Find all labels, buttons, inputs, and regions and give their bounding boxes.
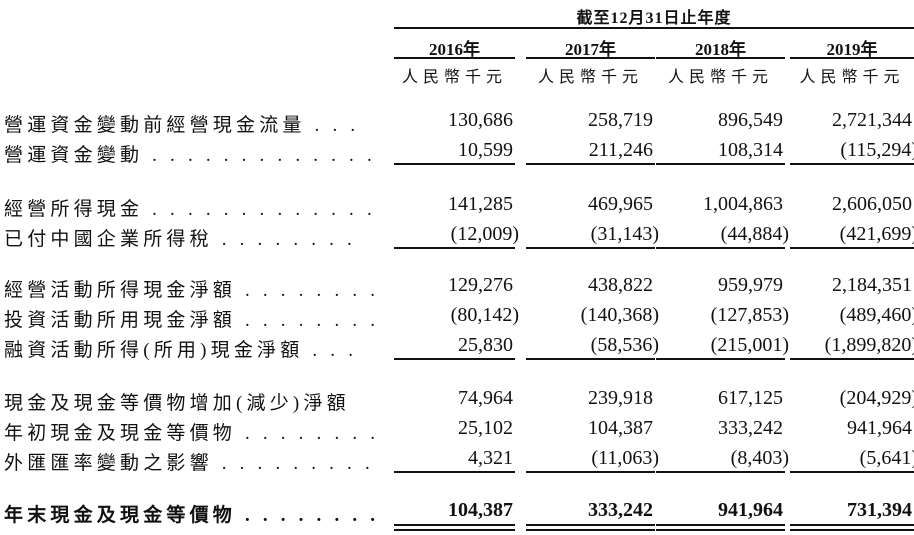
row-value: (115,294) (840, 139, 914, 161)
row-label: 經營活動所得現金淨額 . . . . . . . . (4, 280, 380, 301)
row-label: 現金及現金等價物增加(減少)淨額 (4, 393, 350, 414)
row-label: 經營所得現金 . . . . . . . . . . . . . (4, 199, 376, 220)
subtotal-rule (394, 163, 515, 165)
row-value: 211,246 (588, 139, 653, 161)
row-value: (44,884) (720, 223, 789, 245)
subtotal-rule (656, 247, 785, 249)
subtotal-rule (656, 471, 785, 473)
total-double-rule (394, 524, 515, 531)
row-value: 333,242 (588, 499, 653, 521)
row-value: 104,387 (588, 417, 653, 439)
total-double-rule (790, 524, 914, 531)
row-value: 239,918 (588, 387, 653, 409)
column-unit: 人民幣千元 (799, 69, 905, 86)
row-value: (204,929) (839, 387, 914, 409)
row-value: (421,699) (839, 223, 914, 245)
row-value: 108,314 (718, 139, 783, 161)
row-value: (5,641) (859, 447, 914, 469)
row-value: 333,242 (718, 417, 783, 439)
year-underline (790, 57, 914, 59)
row-value: 258,719 (588, 109, 653, 131)
row-label: 融資活動所得(所用)現金淨額 . . . (4, 340, 358, 361)
subtotal-rule (656, 163, 785, 165)
row-value: 4,321 (468, 447, 513, 469)
column-unit: 人民幣千元 (537, 69, 643, 86)
row-value: 129,276 (448, 274, 513, 296)
row-value: (489,460) (839, 304, 914, 326)
row-value: 959,979 (718, 274, 783, 296)
subtotal-rule (526, 358, 655, 360)
column-year: 2019年 (826, 40, 878, 59)
row-value: 2,184,351 (832, 274, 912, 296)
column-year: 2017年 (565, 40, 616, 59)
column-unit: 人民幣千元 (401, 69, 507, 86)
row-value: 2,606,050 (832, 193, 912, 215)
subtotal-rule (394, 247, 515, 249)
row-value: 896,549 (718, 109, 783, 131)
row-value: (215,001) (710, 334, 789, 356)
row-label: 營運資金變動 . . . . . . . . . . . . . (4, 145, 376, 166)
subtotal-rule (394, 358, 515, 360)
row-label: 投資活動所用現金淨額 . . . . . . . . (4, 310, 380, 331)
row-value: 1,004,863 (703, 193, 783, 215)
subtotal-rule (790, 163, 914, 165)
subtotal-rule (656, 358, 785, 360)
row-value: 25,830 (458, 334, 513, 356)
row-value: 104,387 (448, 499, 513, 521)
row-value: 469,965 (588, 193, 653, 215)
row-value: (58,536) (590, 334, 659, 356)
row-label: 年末現金及現金等價物 . . . . . . . . (4, 505, 380, 526)
row-value: (80,142) (450, 304, 519, 326)
row-value: (12,009) (450, 223, 519, 245)
row-value: 74,964 (458, 387, 513, 409)
total-double-rule (526, 524, 655, 531)
subtotal-rule (790, 471, 914, 473)
row-value: 2,721,344 (832, 109, 912, 131)
row-value: (8,403) (730, 447, 789, 469)
row-value: 10,599 (458, 139, 513, 161)
row-value: (140,368) (580, 304, 659, 326)
header-divider (394, 27, 914, 29)
row-label: 已付中國企業所得稅 . . . . . . . . (4, 229, 357, 250)
subtotal-rule (526, 471, 655, 473)
row-label: 外匯匯率變動之影響 . . . . . . . . . (4, 453, 374, 474)
column-year: 2018年 (695, 40, 746, 59)
row-value: (31,143) (590, 223, 659, 245)
subtotal-rule (394, 471, 515, 473)
period-heading: 截至12月31日止年度 (576, 10, 732, 27)
row-value: (127,853) (710, 304, 789, 326)
subtotal-rule (526, 247, 655, 249)
row-value: (11,063) (591, 447, 659, 469)
column-year: 2016年 (429, 40, 480, 59)
total-double-rule (656, 524, 785, 531)
subtotal-rule (790, 247, 914, 249)
row-label: 年初現金及現金等價物 . . . . . . . . (4, 423, 380, 444)
subtotal-rule (526, 163, 655, 165)
year-underline (656, 57, 785, 59)
row-value: 941,964 (718, 499, 783, 521)
row-value: 731,394 (847, 499, 912, 521)
row-value: 438,822 (588, 274, 653, 296)
year-underline (526, 57, 655, 59)
column-unit: 人民幣千元 (667, 69, 773, 86)
row-value: (1,899,820) (824, 334, 914, 356)
row-value: 130,686 (448, 109, 513, 131)
row-label: 營運資金變動前經營現金流量 . . . (4, 115, 360, 136)
subtotal-rule (790, 358, 914, 360)
row-value: 25,102 (458, 417, 513, 439)
row-value: 141,285 (448, 193, 513, 215)
row-value: 617,125 (718, 387, 783, 409)
row-value: 941,964 (847, 417, 912, 439)
year-underline (394, 57, 515, 59)
